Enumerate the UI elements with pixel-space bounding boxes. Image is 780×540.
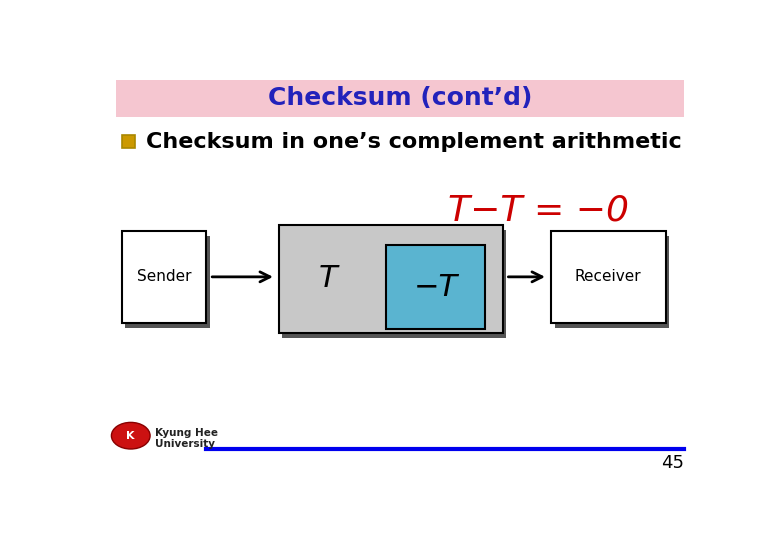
FancyBboxPatch shape <box>122 231 206 322</box>
FancyBboxPatch shape <box>386 245 484 329</box>
Text: Sender: Sender <box>136 269 191 285</box>
Circle shape <box>112 422 150 449</box>
Text: Checksum (cont’d): Checksum (cont’d) <box>268 86 532 111</box>
Text: T: T <box>319 265 338 293</box>
Text: Kyung Hee: Kyung Hee <box>155 428 218 438</box>
FancyBboxPatch shape <box>126 236 210 328</box>
FancyBboxPatch shape <box>115 80 684 117</box>
FancyBboxPatch shape <box>279 225 502 333</box>
Text: Receiver: Receiver <box>575 269 642 285</box>
Text: Checksum in one’s complement arithmetic: Checksum in one’s complement arithmetic <box>146 132 682 152</box>
Text: University: University <box>155 439 215 449</box>
FancyBboxPatch shape <box>282 230 506 338</box>
Text: T−T = −0: T−T = −0 <box>448 193 629 227</box>
FancyBboxPatch shape <box>551 231 666 322</box>
FancyBboxPatch shape <box>122 135 135 148</box>
FancyBboxPatch shape <box>555 236 669 328</box>
Text: 45: 45 <box>661 454 684 472</box>
Text: K: K <box>126 431 135 441</box>
Text: −T: −T <box>413 273 458 301</box>
